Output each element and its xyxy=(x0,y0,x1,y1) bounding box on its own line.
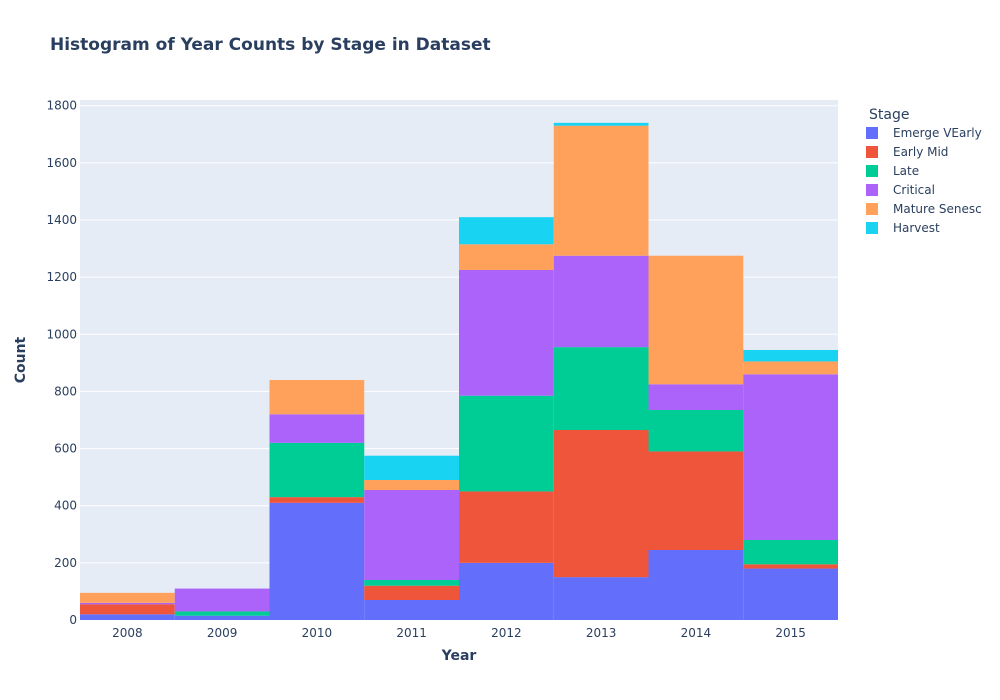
bar-critical-2014 xyxy=(648,384,744,410)
bar-mature-senesc-2013 xyxy=(553,125,649,256)
legend-swatch-emerge-vearly xyxy=(866,127,878,139)
bar-critical-2011 xyxy=(364,490,459,580)
legend-swatch-late xyxy=(866,165,878,177)
legend-swatch-mature-senesc xyxy=(866,203,878,215)
x-tick-label: 2014 xyxy=(681,626,712,640)
bar-late-2012 xyxy=(459,395,554,492)
bar-harvest-2011 xyxy=(364,455,459,480)
bar-early-mid-2010 xyxy=(269,497,365,503)
bar-emerge-vearly-2011 xyxy=(364,600,459,620)
bar-emerge-vearly-2009 xyxy=(174,615,270,620)
x-axis-ticks: 2008 2009 2010 2011 2012 2013 2014 2015 xyxy=(112,626,806,640)
bar-late-2010 xyxy=(269,442,365,498)
y-tick-label: 400 xyxy=(54,499,77,513)
bar-emerge-vearly-2008 xyxy=(80,614,175,620)
y-tick-label: 800 xyxy=(54,384,77,398)
bar-early-mid-2015 xyxy=(743,564,838,569)
y-tick-label: 200 xyxy=(54,556,77,570)
bar-harvest-2013 xyxy=(553,122,649,126)
bar-mature-senesc-2012 xyxy=(459,244,554,270)
bar-mature-senesc-2015 xyxy=(743,361,838,375)
x-tick-label: 2010 xyxy=(302,626,333,640)
bar-early-mid-2014 xyxy=(648,451,744,550)
bar-mature-senesc-2011 xyxy=(364,480,459,490)
x-axis-title: Year xyxy=(441,648,477,664)
bar-early-mid-2011 xyxy=(364,585,459,600)
bar-emerge-vearly-2012 xyxy=(459,562,554,620)
bar-critical-2010 xyxy=(269,414,365,443)
legend-label-late: Late xyxy=(893,164,919,178)
x-tick-label: 2013 xyxy=(586,626,617,640)
bar-mature-senesc-2010 xyxy=(269,380,365,415)
legend-label-mature-senesc: Mature Senesc xyxy=(893,202,982,216)
bar-late-2009 xyxy=(174,611,270,616)
legend-label-harvest: Harvest xyxy=(893,221,940,235)
bar-early-mid-2012 xyxy=(459,491,554,563)
bar-emerge-vearly-2014 xyxy=(648,550,744,620)
bar-critical-2012 xyxy=(459,270,554,396)
bar-late-2015 xyxy=(743,540,838,565)
y-tick-label: 1400 xyxy=(46,213,77,227)
legend-label-critical: Critical xyxy=(893,183,935,197)
bar-late-2011 xyxy=(364,580,459,586)
bar-critical-2009 xyxy=(174,588,270,612)
legend-swatch-early-mid xyxy=(866,146,878,158)
bar-critical-2015 xyxy=(743,374,838,540)
legend-label-emerge-vearly: Emerge VEarly xyxy=(893,126,982,140)
chart-title: Histogram of Year Counts by Stage in Dat… xyxy=(50,35,491,55)
x-tick-label: 2009 xyxy=(207,626,238,640)
bar-early-mid-2008 xyxy=(80,604,175,615)
bar-emerge-vearly-2015 xyxy=(743,568,838,620)
legend-label-early-mid: Early Mid xyxy=(893,145,948,159)
legend-swatch-harvest xyxy=(866,222,878,234)
bar-mature-senesc-2014 xyxy=(648,255,744,385)
bar-emerge-vearly-2013 xyxy=(553,577,649,620)
y-tick-label: 1000 xyxy=(46,327,77,341)
y-tick-label: 1600 xyxy=(46,156,77,170)
x-tick-label: 2015 xyxy=(775,626,806,640)
bar-early-mid-2013 xyxy=(553,430,649,578)
y-tick-label: 0 xyxy=(69,613,77,627)
legend: Stage Emerge VEarly Early Mid Late Critical… xyxy=(866,107,982,235)
y-tick-label: 600 xyxy=(54,442,77,456)
y-tick-label: 1200 xyxy=(46,270,77,284)
bar-critical-2008 xyxy=(80,602,175,605)
x-tick-label: 2012 xyxy=(491,626,522,640)
bars-group xyxy=(80,122,838,620)
x-tick-label: 2008 xyxy=(112,626,143,640)
bar-critical-2013 xyxy=(553,255,649,348)
bar-harvest-2015 xyxy=(743,350,838,362)
legend-swatch-critical xyxy=(866,184,878,196)
x-tick-label: 2011 xyxy=(396,626,427,640)
y-tick-label: 1800 xyxy=(46,99,77,113)
bar-harvest-2012 xyxy=(459,217,554,245)
bar-late-2013 xyxy=(553,347,649,430)
y-axis-title: Count xyxy=(13,336,29,383)
bar-late-2014 xyxy=(648,410,744,452)
y-axis-ticks: 0 200 400 600 800 1000 1200 1400 1600 1800 xyxy=(46,99,77,627)
legend-title: Stage xyxy=(869,107,909,123)
bar-mature-senesc-2008 xyxy=(80,592,175,603)
bar-emerge-vearly-2010 xyxy=(269,502,365,620)
